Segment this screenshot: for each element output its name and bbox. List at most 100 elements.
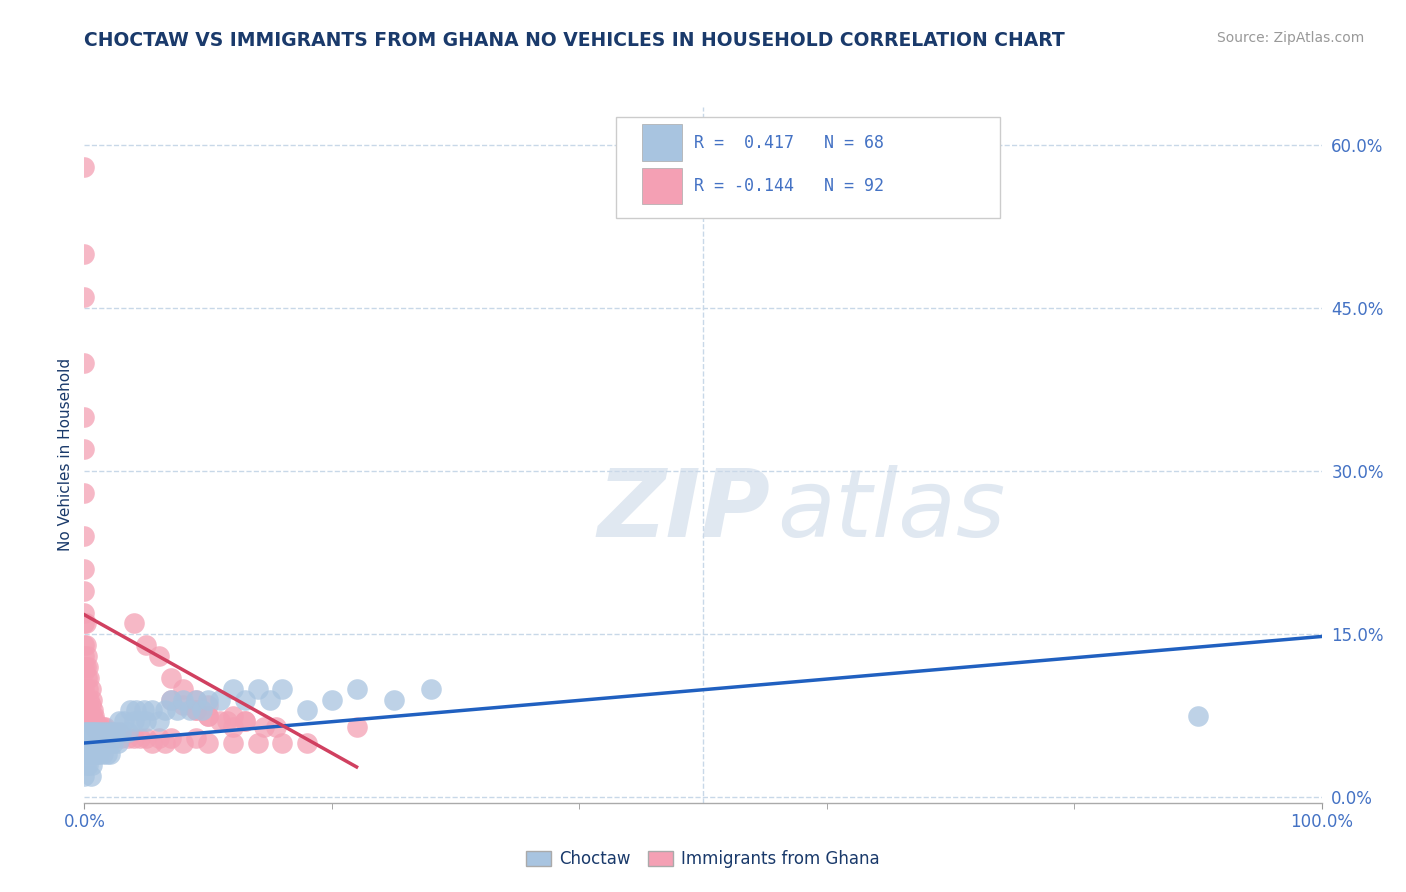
Point <box>96 725 118 739</box>
Point <box>98 736 121 750</box>
Point <box>73 660 96 674</box>
Point <box>222 736 245 750</box>
FancyBboxPatch shape <box>643 124 682 161</box>
Point <box>172 736 194 750</box>
Point <box>73 160 96 174</box>
Point <box>233 714 256 729</box>
Point <box>179 703 201 717</box>
Point <box>246 736 269 750</box>
Point <box>76 747 98 761</box>
Point <box>77 736 100 750</box>
FancyBboxPatch shape <box>643 168 682 203</box>
Point <box>122 714 145 729</box>
Point <box>76 648 98 663</box>
Point <box>107 736 129 750</box>
Point <box>166 703 188 717</box>
Point <box>1187 708 1209 723</box>
Point <box>73 583 96 598</box>
Point <box>79 671 101 685</box>
Point <box>73 703 96 717</box>
Point <box>160 671 183 685</box>
Point <box>89 725 111 739</box>
Point <box>79 747 101 761</box>
Point <box>86 747 108 761</box>
Point <box>135 731 157 745</box>
Point <box>148 731 170 745</box>
Point <box>96 747 118 761</box>
Point <box>120 703 142 717</box>
Point <box>83 747 105 761</box>
Point <box>76 725 98 739</box>
Point <box>98 731 121 745</box>
Point <box>73 247 96 261</box>
Point <box>135 714 157 729</box>
FancyBboxPatch shape <box>616 118 1000 219</box>
Text: R = -0.144   N = 92: R = -0.144 N = 92 <box>695 177 884 194</box>
Point <box>125 703 148 717</box>
Point <box>197 698 219 712</box>
Point <box>83 720 105 734</box>
Point <box>75 736 97 750</box>
Point <box>215 714 238 729</box>
Point <box>129 731 152 745</box>
Point <box>73 562 96 576</box>
Point <box>73 290 96 304</box>
Point <box>73 681 96 696</box>
Point <box>135 638 157 652</box>
Point <box>93 725 115 739</box>
Point <box>89 720 111 734</box>
Point <box>184 692 207 706</box>
Point <box>77 660 100 674</box>
Point <box>75 638 97 652</box>
Point <box>79 736 101 750</box>
Point <box>153 703 176 717</box>
Point <box>77 757 100 772</box>
Point <box>259 692 281 706</box>
Legend: Choctaw, Immigrants from Ghana: Choctaw, Immigrants from Ghana <box>520 843 886 874</box>
Point <box>94 736 117 750</box>
Point <box>79 698 101 712</box>
Point <box>73 355 96 369</box>
Text: R =  0.417   N = 68: R = 0.417 N = 68 <box>695 134 884 152</box>
Point <box>73 648 96 663</box>
Point <box>117 725 139 739</box>
Point <box>184 703 207 717</box>
Point <box>222 708 245 723</box>
Point <box>197 708 219 723</box>
Point <box>295 736 318 750</box>
Point <box>117 731 139 745</box>
Point <box>82 714 104 729</box>
Text: CHOCTAW VS IMMIGRANTS FROM GHANA NO VEHICLES IN HOUSEHOLD CORRELATION CHART: CHOCTAW VS IMMIGRANTS FROM GHANA NO VEHI… <box>84 31 1066 50</box>
Point <box>104 731 127 745</box>
Point <box>148 648 170 663</box>
Point <box>90 725 112 739</box>
Point <box>172 698 194 712</box>
Point <box>271 736 294 750</box>
Point <box>82 703 104 717</box>
Point <box>98 747 121 761</box>
Text: Source: ZipAtlas.com: Source: ZipAtlas.com <box>1216 31 1364 45</box>
Point <box>160 731 183 745</box>
Point <box>73 638 96 652</box>
Point <box>100 725 122 739</box>
Point <box>75 757 97 772</box>
Point <box>73 692 96 706</box>
Text: ZIP: ZIP <box>598 465 770 557</box>
Point <box>76 671 98 685</box>
Point <box>84 714 107 729</box>
Point <box>82 736 104 750</box>
Text: atlas: atlas <box>778 465 1005 556</box>
Point <box>197 692 219 706</box>
Point <box>75 616 97 631</box>
Point <box>148 714 170 729</box>
Point <box>141 703 163 717</box>
Point <box>87 720 110 734</box>
Point <box>264 720 287 734</box>
Point <box>141 736 163 750</box>
Point <box>79 681 101 696</box>
Point <box>73 616 96 631</box>
Point <box>84 736 107 750</box>
Point <box>233 692 256 706</box>
Point <box>97 725 120 739</box>
Point <box>87 736 110 750</box>
